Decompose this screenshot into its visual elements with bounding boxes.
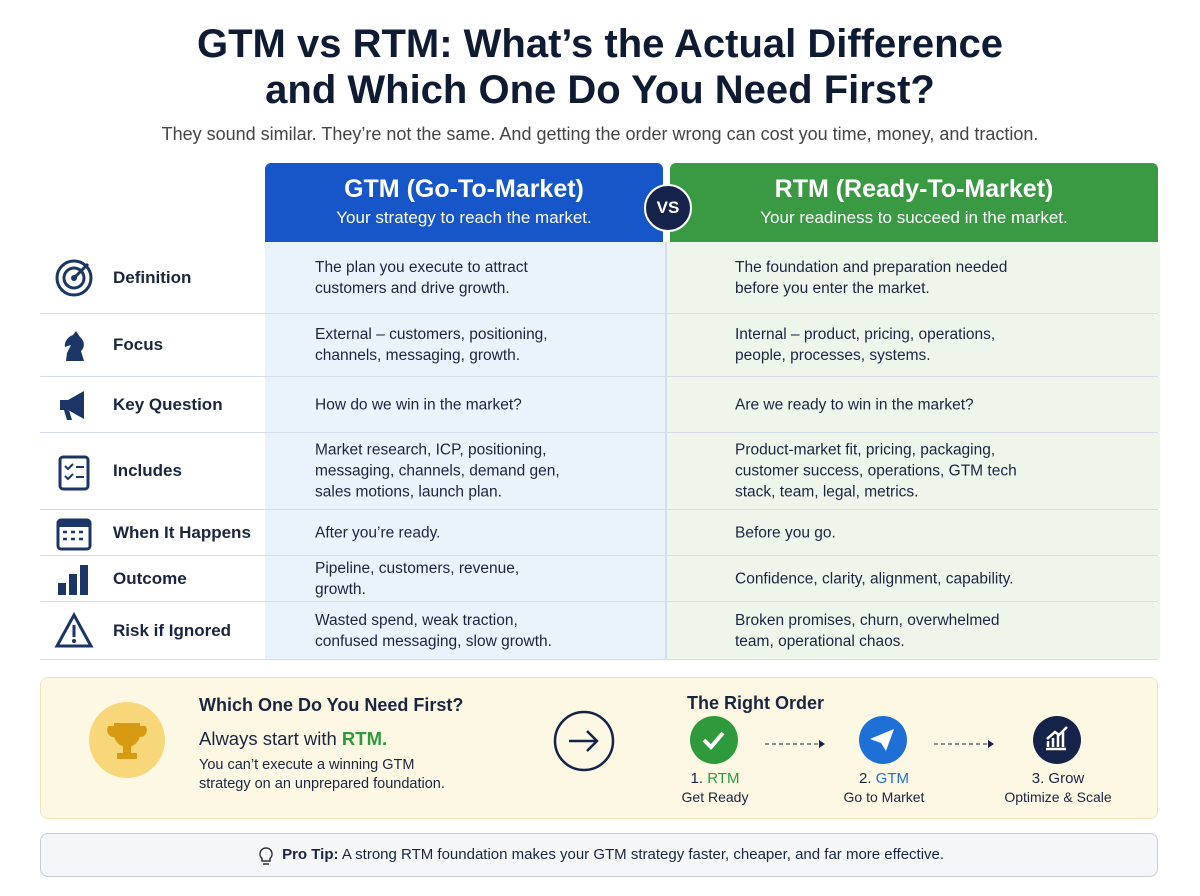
arrow-icon xyxy=(553,710,615,772)
table-row: Key Question How do we win in the market?… xyxy=(40,377,1160,433)
first-title: Which One Do You Need First? xyxy=(199,695,464,715)
gtm-cell-bg xyxy=(265,377,665,432)
rtm-cell: Confidence, clarity, alignment, capabili… xyxy=(735,570,1014,587)
step-label: 2. GTM xyxy=(794,770,974,787)
gtm-cell: Wasted spend, weak traction, confused me… xyxy=(315,611,552,650)
row-icon xyxy=(54,451,94,491)
gtm-title: GTM (Go-To-Market) xyxy=(344,175,584,203)
step-caption: Optimize & Scale xyxy=(1004,789,1112,805)
rtm-cell: Broken promises, churn, overwhelmed team… xyxy=(735,611,1000,650)
rtm-cell: Before you go. xyxy=(735,524,836,541)
first-note: You can’t execute a winning GTM strategy… xyxy=(199,757,445,792)
step-arrow xyxy=(765,736,827,754)
rtm-header: RTM (Ready-To-Market) Your readiness to s… xyxy=(670,163,1158,242)
row-icon xyxy=(54,325,94,365)
first-lead: Always start with RTM. xyxy=(199,728,387,750)
rtm-cell-bg xyxy=(665,433,1160,509)
row-label: Includes xyxy=(113,461,182,480)
gtm-cell-bg xyxy=(265,314,665,376)
step-label: 1. RTM xyxy=(625,770,805,787)
gtm-cell: External – customers, positioning, chann… xyxy=(315,326,548,364)
row-icon xyxy=(54,513,94,553)
gtm-cell-bg xyxy=(265,242,665,313)
step-name: RTM xyxy=(707,770,740,787)
row-label: Outcome xyxy=(113,568,187,588)
step-number: 1. xyxy=(690,770,704,787)
step-icon xyxy=(689,715,739,770)
rtm-cell-bg xyxy=(665,556,1160,601)
bulb-icon xyxy=(259,847,273,865)
subtitle: They sound similar. They’re not the same… xyxy=(161,124,1039,144)
rtm-cell-bg xyxy=(665,510,1160,555)
pro-tip-text: A strong RTM foundation makes your GTM s… xyxy=(341,846,945,863)
row-icon xyxy=(54,559,94,599)
step-icon xyxy=(858,715,908,770)
step-name: Grow xyxy=(1048,770,1085,787)
table-row: Focus External – customers, positioning, … xyxy=(40,314,1160,377)
gtm-cell: The plan you execute to attract customer… xyxy=(315,258,528,297)
step-icon xyxy=(1032,715,1082,770)
table-row: When It Happens After you’re ready. Before… xyxy=(40,510,1160,556)
row-label: Risk if Ignored xyxy=(113,620,232,640)
vs-badge: VS xyxy=(644,184,692,232)
rtm-cell: Internal – product, pricing, operations,… xyxy=(735,326,996,364)
title: and Which One Do You Need First? xyxy=(265,68,935,112)
trophy-icon xyxy=(89,702,165,778)
row-label: Key Question xyxy=(113,394,223,414)
gtm-subtitle: Your strategy to reach the market. xyxy=(336,208,592,227)
rtm-cell-bg xyxy=(665,242,1160,313)
step-caption: Go to Market xyxy=(843,789,925,805)
step-label: 3. Grow xyxy=(968,770,1148,787)
rtm-title: RTM (Ready-To-Market) xyxy=(774,175,1054,203)
gtm-cell-bg xyxy=(265,433,665,509)
table-row: Outcome Pipeline, customers, revenue, gro… xyxy=(40,556,1160,602)
first-panel: Which One Do You Need First? Always star… xyxy=(40,677,1158,819)
row-label: Focus xyxy=(113,335,164,354)
title: GTM vs RTM: What’s the Actual Difference xyxy=(196,22,1003,66)
rtm-cell-bg xyxy=(665,602,1160,659)
gtm-cell: After you’re ready. xyxy=(315,524,441,541)
gtm-cell-bg xyxy=(265,602,665,659)
lead-text: Always start with xyxy=(199,728,337,749)
step-arrow xyxy=(934,736,996,754)
gtm-cell-bg xyxy=(265,556,665,601)
lead-highlight: RTM. xyxy=(341,728,388,749)
pro-tip-label: Pro Tip: xyxy=(282,846,339,863)
row-label: Definition xyxy=(113,267,192,287)
gtm-cell-bg xyxy=(265,510,665,555)
step-caption: Get Ready xyxy=(681,789,749,805)
table-row: Risk if Ignored Wasted spend, weak tracti… xyxy=(40,602,1160,660)
gtm-cell: Market research, ICP, positioning, messa… xyxy=(315,441,560,501)
table-row: Includes Market research, ICP, positionin… xyxy=(40,433,1160,510)
rtm-cell: The foundation and preparation needed be… xyxy=(735,258,1008,297)
pro-tip: Pro Tip: A strong RTM foundation makes y… xyxy=(40,833,1158,877)
step-number: 3. xyxy=(1031,770,1045,787)
gtm-header: GTM (Go-To-Market) Your strategy to reach… xyxy=(265,163,663,242)
step-name: GTM xyxy=(875,770,909,787)
row-label: When It Happens xyxy=(113,522,251,542)
gtm-cell: Pipeline, customers, revenue, growth. xyxy=(315,559,520,598)
rtm-cell-bg xyxy=(665,314,1160,376)
row-icon xyxy=(54,611,94,651)
row-icon xyxy=(54,385,94,425)
rtm-subtitle: Your readiness to succeed in the market. xyxy=(760,208,1068,227)
table-row: Definition The plan you execute to attrac… xyxy=(40,242,1160,314)
rtm-cell-bg xyxy=(665,377,1160,432)
gtm-cell: How do we win in the market? xyxy=(315,396,522,413)
step-number: 2. xyxy=(858,770,872,787)
order-title: The Right Order xyxy=(687,693,825,713)
rtm-cell: Are we ready to win in the market? xyxy=(735,396,974,413)
rtm-cell: Product-market fit, pricing, packaging, … xyxy=(735,441,1017,501)
row-icon xyxy=(54,258,94,298)
